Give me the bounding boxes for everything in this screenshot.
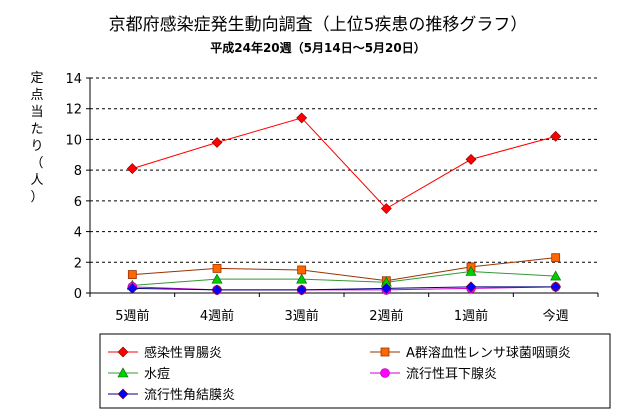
legend-marker	[117, 367, 129, 378]
legend-label: 感染性胃腸炎	[144, 345, 222, 361]
y-tick-label: 2	[74, 256, 82, 271]
data-point	[127, 270, 137, 279]
legend-marker	[117, 346, 129, 358]
x-tick-label: 今週	[543, 308, 569, 324]
legend-item: A群溶血性レンサ球菌咽頭炎	[370, 346, 571, 361]
series-0	[126, 112, 562, 214]
y-tick-label: 14	[65, 72, 82, 87]
legend-label: 水痘	[144, 367, 170, 382]
data-point	[551, 253, 561, 263]
data-point	[380, 282, 392, 294]
data-point	[550, 281, 562, 293]
x-tick-label: 2週前	[369, 308, 403, 324]
y-tick-label: 0	[74, 287, 82, 302]
legend-marker	[117, 388, 129, 400]
data-point	[297, 265, 307, 275]
data-point	[126, 282, 138, 294]
data-point	[550, 130, 562, 142]
data-point	[296, 273, 308, 284]
series-line	[132, 286, 556, 291]
data-point	[296, 284, 308, 296]
data-point	[296, 112, 308, 124]
series-4	[126, 281, 562, 296]
y-axis-label-text: 定点当たり（人）	[30, 71, 43, 205]
series-2	[126, 265, 562, 290]
legend-label: 流行性角結膜炎	[144, 388, 235, 403]
data-point	[212, 264, 222, 273]
legend-label: A群溶血性レンサ球菌咽頭炎	[406, 346, 571, 361]
series-line	[132, 270, 556, 286]
series-1	[127, 253, 561, 286]
data-point	[211, 284, 223, 296]
legend-item: 水痘	[108, 367, 170, 382]
data-point	[211, 273, 223, 284]
data-point	[211, 137, 223, 148]
data-point	[465, 281, 477, 293]
x-tick-label: 4週前	[200, 308, 234, 324]
legend-item: 流行性角結膜炎	[108, 388, 235, 403]
series-line	[132, 117, 556, 210]
data-point	[380, 203, 392, 214]
data-point	[465, 153, 477, 165]
y-tick-label: 4	[74, 226, 82, 241]
y-tick-label: 12	[65, 103, 82, 118]
legend-label: 流行性耳下腺炎	[406, 367, 497, 382]
y-tick-label: 10	[65, 133, 82, 148]
x-tick-label: 1週前	[454, 308, 488, 324]
legend-item: 感染性胃腸炎	[108, 345, 222, 361]
chart-title: 京都府感染症発生動向調査（上位5疾患の推移グラフ）	[109, 15, 528, 35]
y-tick-label: 6	[74, 195, 82, 210]
legend-item: 流行性耳下腺炎	[370, 367, 497, 382]
legend-marker	[380, 368, 390, 378]
legend-marker	[380, 347, 390, 357]
x-tick-label: 5週前	[115, 308, 149, 324]
series-line	[132, 257, 556, 282]
x-tick-label: 3週前	[285, 308, 319, 324]
chart-subtitle: 平成24年20週（5月14日～5月20日）	[210, 40, 426, 55]
data-point	[465, 265, 477, 276]
y-tick-label: 8	[74, 164, 82, 179]
y-axis-label: 定点当たり（人）	[30, 71, 43, 205]
legend-box	[99, 333, 611, 409]
data-point	[126, 163, 138, 175]
data-point	[550, 270, 562, 281]
plot-area: 0 2 4 6 8 10 12 14 5週前 4週前 3週前 2週前 1週前 今週	[65, 72, 599, 324]
